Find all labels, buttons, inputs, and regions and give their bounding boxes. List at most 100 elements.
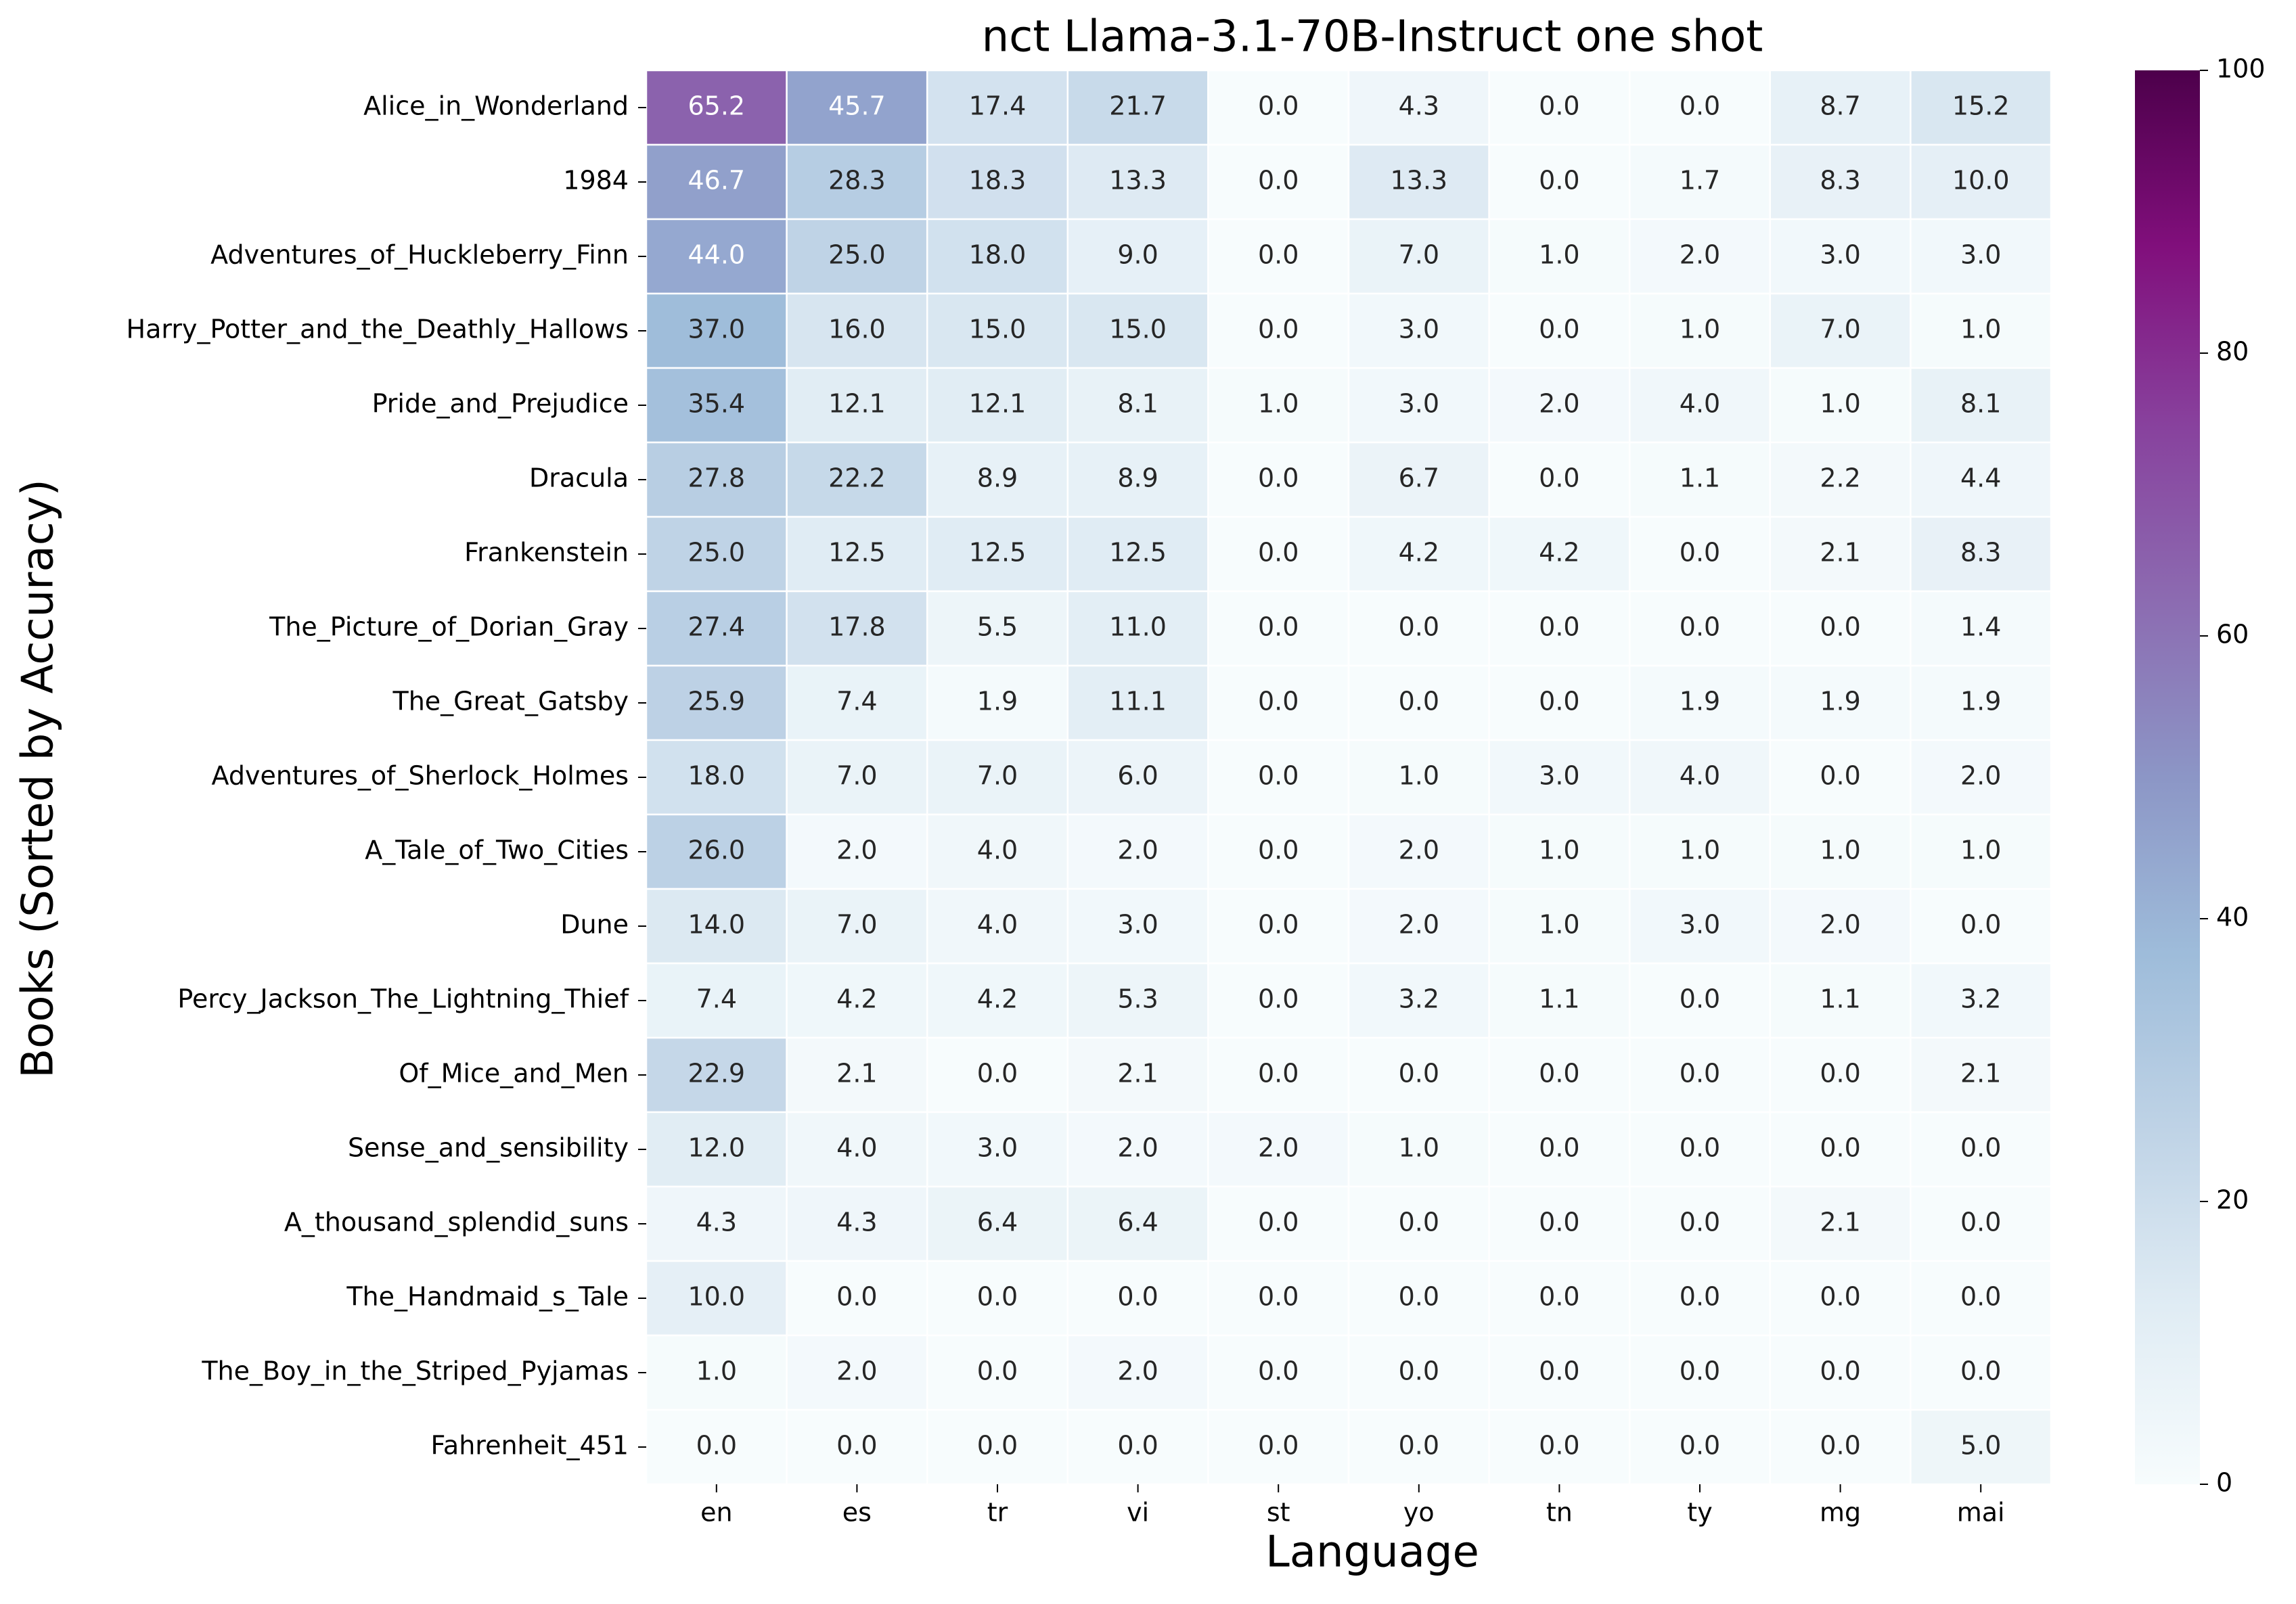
heatmap-cell xyxy=(1066,143,1209,221)
cell-value-label: 0.0 xyxy=(1258,91,1299,121)
heatmap-cell xyxy=(1488,590,1631,667)
cell-value-label: 0.0 xyxy=(1680,1208,1720,1237)
cell-value-label: 2.0 xyxy=(1117,1133,1158,1163)
y-tick-label: A_Tale_of_Two_Cities xyxy=(365,835,629,865)
heatmap-cell xyxy=(1910,292,2052,369)
cell-value-label: 0.0 xyxy=(1960,1356,2001,1386)
heatmap-cell xyxy=(1207,1334,1350,1411)
cell-value-label: 6.0 xyxy=(1117,761,1158,791)
cell-value-label: 2.0 xyxy=(1399,835,1439,865)
heatmap-cell xyxy=(1628,1111,1772,1188)
heatmap-cell xyxy=(1910,143,2052,221)
cell-value-label: 0.0 xyxy=(1258,240,1299,270)
heatmap-cell xyxy=(1769,1111,1912,1188)
heatmap-cell xyxy=(1910,1185,2052,1262)
cell-value-label: 2.0 xyxy=(1117,1356,1158,1386)
heatmap-cell xyxy=(1769,813,1912,890)
cell-value-label: 25.0 xyxy=(688,538,745,568)
heatmap-cell xyxy=(1347,664,1490,741)
heatmap-cell xyxy=(786,739,928,816)
cell-value-label: 3.0 xyxy=(1680,910,1720,940)
y-tick-label: Adventures_of_Sherlock_Holmes xyxy=(212,761,629,791)
heatmap-cell xyxy=(1628,739,1772,816)
heatmap-cell xyxy=(645,962,788,1039)
cell-value-label: 0.0 xyxy=(836,1431,877,1461)
heatmap-cell xyxy=(1066,218,1209,295)
heatmap-cell xyxy=(1347,590,1490,667)
heatmap-cell xyxy=(926,1036,1069,1114)
cell-value-label: 0.0 xyxy=(1820,1356,1860,1386)
cell-value-label: 0.0 xyxy=(1258,538,1299,568)
cell-value-label: 4.3 xyxy=(696,1208,737,1237)
x-axis-label: Language xyxy=(1265,1528,1479,1578)
y-tick-label: Dracula xyxy=(529,463,629,493)
heatmap-cell xyxy=(1910,1334,2052,1411)
heatmap-cell xyxy=(1488,143,1631,221)
heatmap-cell xyxy=(1488,813,1631,890)
cell-value-label: 22.2 xyxy=(828,463,886,493)
heatmap-cell xyxy=(1910,367,2052,444)
cell-value-label: 0.0 xyxy=(977,1059,1018,1089)
chart-title: nct Llama-3.1-70B-Instruct one shot xyxy=(982,12,1763,62)
y-tick-label: Harry_Potter_and_the_Deathly_Hallows xyxy=(127,315,629,344)
x-tick-label: tr xyxy=(987,1498,1008,1528)
cell-value-label: 0.0 xyxy=(1539,1282,1579,1312)
heatmap-cell xyxy=(1910,739,2052,816)
heatmap-cell xyxy=(786,515,928,593)
heatmap-cell xyxy=(1347,888,1490,965)
heatmap-cell xyxy=(1347,1260,1490,1337)
colorbar xyxy=(2135,70,2200,1484)
heatmap-cell xyxy=(1347,739,1490,816)
cell-value-label: 3.0 xyxy=(1539,761,1579,791)
x-tick-label: ty xyxy=(1687,1498,1712,1528)
x-tick-label: st xyxy=(1267,1498,1290,1528)
heatmap-cell xyxy=(1066,1334,1209,1411)
heatmap-cell xyxy=(645,292,788,369)
y-tick-label: Pride_and_Prejudice xyxy=(372,389,629,419)
cell-value-label: 1.1 xyxy=(1680,463,1720,493)
cell-value-label: 3.0 xyxy=(1820,240,1860,270)
cell-value-label: 1.0 xyxy=(1258,389,1299,419)
heatmap-cell xyxy=(926,813,1069,890)
cell-value-label: 1.1 xyxy=(1539,984,1579,1014)
cell-value-label: 1.0 xyxy=(1399,1133,1439,1163)
cell-value-label: 2.1 xyxy=(1960,1059,2001,1089)
heatmap-cell xyxy=(1207,1408,1350,1486)
cell-value-labels: 65.2 45.7 17.4 21.7 0.0 4.3 0.0 0.0 8.7 15.2 46.7 2… xyxy=(688,91,2009,1461)
cell-value-label: 28.3 xyxy=(828,166,886,196)
cell-value-label: 26.0 xyxy=(688,835,745,865)
heatmap-cell xyxy=(1628,962,1772,1039)
heatmap-cell xyxy=(786,143,928,221)
heatmap-cell xyxy=(1066,1111,1209,1188)
y-tick-label: The_Picture_of_Dorian_Gray xyxy=(269,612,629,642)
cell-value-label: 0.0 xyxy=(1680,984,1720,1014)
heatmap-cell xyxy=(1628,515,1772,593)
x-tick-label: mai xyxy=(1957,1498,2005,1528)
cell-value-label: 16.0 xyxy=(828,315,886,344)
heatmap-cell xyxy=(1488,515,1631,593)
heatmap-cell xyxy=(1066,1036,1209,1114)
cell-value-label: 4.0 xyxy=(836,1133,877,1163)
cell-value-label: 7.4 xyxy=(836,687,877,716)
cell-value-label: 0.0 xyxy=(1539,1059,1579,1089)
heatmap-cell xyxy=(1488,962,1631,1039)
cell-value-label: 65.2 xyxy=(688,91,745,121)
cell-value-label: 0.0 xyxy=(836,1282,877,1312)
heatmap-cell xyxy=(1628,69,1772,146)
heatmap-cells xyxy=(645,69,2052,1486)
heatmap-cell xyxy=(786,69,928,146)
cell-value-label: 4.2 xyxy=(1539,538,1579,568)
cell-value-label: 7.0 xyxy=(836,761,877,791)
cell-value-label: 0.0 xyxy=(1399,612,1439,642)
cell-value-label: 0.0 xyxy=(1680,91,1720,121)
cell-value-label: 0.0 xyxy=(1680,612,1720,642)
cell-value-label: 2.1 xyxy=(836,1059,877,1089)
heatmap-cell xyxy=(1910,1111,2052,1188)
colorbar-tick-label: 0 xyxy=(2216,1468,2232,1498)
heatmap-cell xyxy=(645,218,788,295)
heatmap-cell xyxy=(1628,1185,1772,1262)
cell-value-label: 0.0 xyxy=(1258,1282,1299,1312)
heatmap-cell xyxy=(1910,1260,2052,1337)
heatmap-cell xyxy=(926,590,1069,667)
cell-value-label: 8.3 xyxy=(1820,166,1860,196)
